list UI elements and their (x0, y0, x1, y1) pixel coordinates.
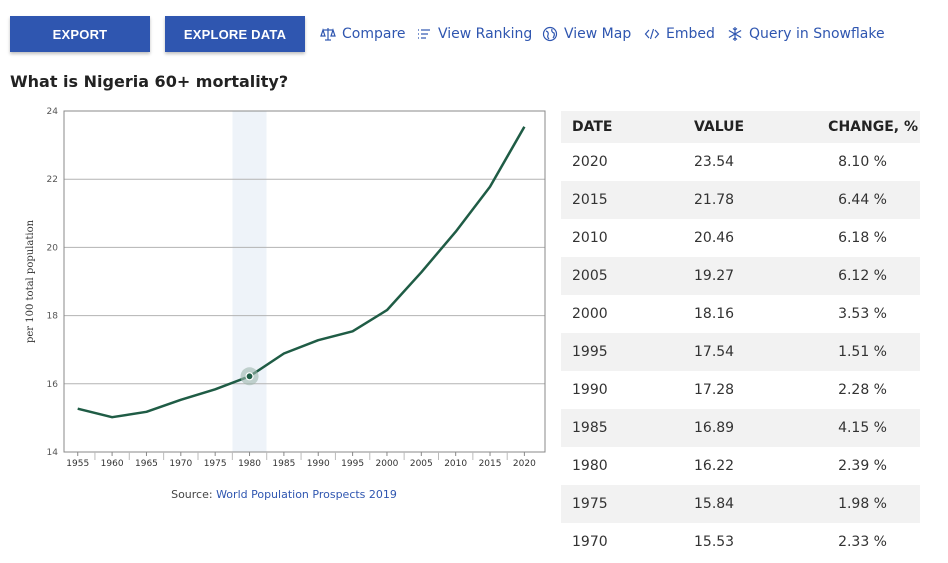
cell-value: 16.22 (694, 458, 735, 474)
plot-frame (63, 110, 546, 453)
explore-data-button[interactable]: EXPLORE DATA (165, 16, 305, 52)
table-row: 2005 19.27 6.12 % (561, 257, 920, 295)
table-row: 2015 21.78 6.44 % (561, 181, 920, 219)
x-tick-label: 2015 (479, 459, 502, 469)
table-row: 1995 17.54 1.51 % (561, 333, 920, 371)
source-note: Source: World Population Prospects 2019 (0, 488, 568, 501)
embed-link[interactable]: Embed (644, 24, 715, 44)
cell-value: 19.27 (683, 257, 808, 295)
x-tick-label: 1975 (204, 459, 227, 469)
cell-value: 16.89 (683, 409, 808, 447)
cell-change: 2.28 % (838, 382, 887, 398)
x-tick-label: 1980 (238, 459, 261, 469)
x-tick-label: 1990 (307, 459, 330, 469)
table-row: 2000 18.16 3.53 % (561, 295, 920, 333)
table-row: 2010 20.46 6.18 % (561, 219, 920, 257)
source-prefix: Source: (171, 488, 217, 501)
cell-change: 6.12 % (808, 257, 920, 295)
cell-date: 2005 (561, 257, 683, 295)
table-row: 1980 16.22 2.39 % (561, 447, 920, 485)
cell-date: 2020 (572, 154, 608, 170)
table-row: 1975 15.84 1.98 % (561, 485, 920, 523)
x-tick-label: 1955 (66, 459, 89, 469)
highlight-point[interactable] (245, 372, 254, 381)
cell-change: 2.33 % (838, 534, 887, 550)
y-tick-label: 24 (47, 107, 59, 117)
page-title: What is Nigeria 60+ mortality? (10, 72, 289, 91)
query-snowflake-link[interactable]: Query in Snowflake (727, 24, 885, 44)
table-row: 1985 16.89 4.15 % (561, 409, 920, 447)
cell-change: 4.15 % (808, 409, 920, 447)
cell-date: 1990 (572, 382, 608, 398)
table-row: 2020 23.54 8.10 % (561, 143, 920, 181)
x-tick-label: 1985 (272, 459, 295, 469)
series-line (77, 126, 526, 419)
view-map-label: View Map (564, 26, 632, 42)
cell-value: 17.28 (694, 382, 735, 398)
y-tick-label: 14 (47, 448, 59, 458)
cell-date: 1975 (561, 485, 683, 523)
cell-value: 17.54 (683, 333, 808, 371)
header-change[interactable]: CHANGE, % (808, 111, 920, 143)
view-ranking-label: View Ranking (438, 26, 533, 42)
y-axis-label: per 100 total population (25, 219, 36, 343)
x-tick-label: 2000 (376, 459, 399, 469)
view-ranking-link[interactable]: View Ranking (416, 24, 532, 44)
cell-change: 6.44 % (808, 181, 920, 219)
cell-value: 15.84 (683, 485, 808, 523)
cell-value: 23.54 (694, 154, 735, 170)
compare-label: Compare (342, 26, 406, 42)
cell-change: 8.10 % (838, 154, 887, 170)
cell-date: 1970 (572, 534, 608, 550)
x-tick-label: 2010 (444, 459, 467, 469)
data-table: DATE VALUE CHANGE, % 2020 23.54 8.10 % 2015… (561, 111, 920, 561)
scale-icon (320, 28, 336, 41)
view-map-link[interactable]: View Map (542, 24, 631, 44)
cell-change: 6.18 % (838, 230, 887, 246)
embed-label: Embed (666, 26, 715, 42)
y-tick-label: 16 (47, 380, 59, 390)
x-tick-label: 1995 (341, 459, 364, 469)
list-icon (418, 29, 430, 39)
compare-link[interactable]: Compare (320, 24, 406, 44)
snowflake-icon (728, 27, 742, 41)
x-tick-label: 1965 (135, 459, 158, 469)
highlight-band (232, 111, 267, 452)
x-tick-label: 2020 (513, 459, 536, 469)
cell-date: 2000 (572, 306, 608, 322)
cell-value: 15.53 (694, 534, 735, 550)
source-link[interactable]: World Population Prospects 2019 (216, 488, 397, 501)
query-snowflake-label: Query in Snowflake (749, 26, 885, 42)
header-date[interactable]: DATE (561, 111, 683, 143)
table-row: 1970 15.53 2.33 % (561, 523, 920, 561)
line-chart: 14 16 18 20 22 24 1955 1960 1965 1970 1975 1980 1985… (25, 107, 546, 469)
x-tick-label: 1960 (101, 459, 124, 469)
cell-date: 2015 (561, 181, 683, 219)
cell-value: 21.78 (683, 181, 808, 219)
cell-date: 2010 (572, 230, 608, 246)
cell-date: 1995 (561, 333, 683, 371)
x-tick-label: 1970 (169, 459, 192, 469)
cell-date: 1980 (572, 458, 608, 474)
cell-change: 1.98 % (808, 485, 920, 523)
cell-change: 3.53 % (838, 306, 887, 322)
table-header-row: DATE VALUE CHANGE, % (561, 111, 920, 143)
y-tick-label: 22 (47, 175, 58, 185)
cell-change: 2.39 % (838, 458, 887, 474)
y-tick-label: 18 (47, 312, 59, 322)
code-icon (644, 28, 660, 40)
table-row: 1990 17.28 2.28 % (561, 371, 920, 409)
export-button[interactable]: EXPORT (10, 16, 150, 52)
cell-date: 1985 (561, 409, 683, 447)
cell-value: 18.16 (694, 306, 735, 322)
cell-value: 20.46 (694, 230, 735, 246)
cell-change: 1.51 % (808, 333, 920, 371)
y-tick-label: 20 (47, 243, 59, 253)
header-value[interactable]: VALUE (683, 111, 808, 143)
globe-icon (542, 26, 558, 42)
x-tick-label: 2005 (410, 459, 433, 469)
